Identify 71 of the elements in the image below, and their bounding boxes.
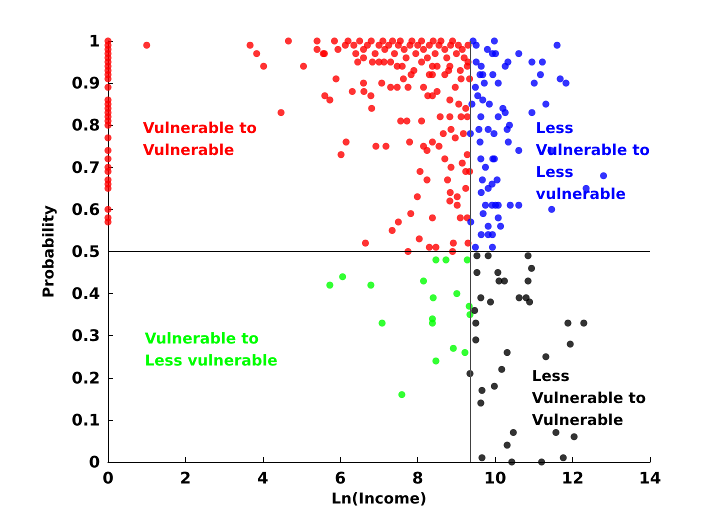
- series-label: Vulnerable to Vulnerable: [142, 118, 257, 159]
- point: [477, 294, 484, 302]
- y-axis-title: Probability: [40, 204, 58, 298]
- point: [516, 294, 523, 302]
- point: [538, 458, 546, 466]
- point: [500, 277, 508, 284]
- point: [428, 320, 436, 327]
- series-label: Less Vulnerable to Vulnerable: [532, 367, 646, 430]
- point: [464, 256, 471, 264]
- point: [494, 269, 502, 276]
- point: [580, 320, 588, 327]
- point: [490, 382, 498, 390]
- point: [432, 256, 440, 264]
- point: [504, 442, 511, 449]
- x-tick-label: 4: [257, 468, 268, 488]
- y-tick-label: 0.7: [72, 158, 100, 177]
- point: [432, 357, 440, 364]
- point: [472, 336, 480, 344]
- point: [524, 277, 532, 284]
- point: [420, 277, 428, 284]
- point: [472, 320, 480, 327]
- y-tick-label: 0.1: [72, 410, 100, 430]
- x-tick-label: 12: [561, 468, 584, 488]
- x-tick-label: 2: [180, 468, 191, 488]
- point: [526, 298, 534, 306]
- point: [564, 320, 572, 327]
- x-tick-label: 8: [412, 468, 424, 488]
- point: [478, 386, 486, 394]
- point: [477, 400, 484, 407]
- y-tick-label: 0.8: [72, 116, 100, 135]
- point: [484, 252, 492, 260]
- y-tick-label: 0.4: [72, 284, 100, 304]
- point: [450, 344, 457, 352]
- point: [367, 282, 374, 289]
- point: [339, 273, 346, 280]
- point: [442, 256, 450, 264]
- point: [378, 320, 386, 327]
- x-tick-label: 14: [638, 468, 662, 488]
- point: [398, 391, 406, 398]
- point: [473, 252, 480, 260]
- point: [498, 366, 506, 373]
- y-tick-label: 0.5: [72, 242, 100, 261]
- point: [508, 458, 516, 466]
- point: [552, 429, 560, 436]
- text: Vulnerable to Less vulnerable: [144, 329, 278, 370]
- y-tick-label: 0.3: [72, 326, 100, 346]
- point: [471, 306, 478, 314]
- y-tick-label: 1: [88, 32, 100, 50]
- point: [478, 454, 486, 462]
- point: [524, 252, 532, 260]
- point: [504, 349, 511, 356]
- x-tick-label: 10: [484, 468, 506, 488]
- point: [510, 429, 517, 436]
- y-tick-label: 0.9: [72, 74, 100, 93]
- point: [473, 269, 480, 276]
- y-tick-label: 0: [88, 452, 100, 472]
- point: [542, 353, 550, 360]
- point: [570, 433, 578, 440]
- x-tick-label: 0: [102, 468, 114, 488]
- y-tick-label: 0.2: [72, 368, 100, 388]
- point: [560, 454, 567, 462]
- point: [430, 294, 437, 302]
- point: [487, 298, 494, 306]
- point: [453, 290, 460, 298]
- point: [528, 264, 536, 272]
- point: [326, 282, 334, 289]
- x-tick-label: 6: [334, 468, 346, 488]
- x-axis-title: Ln(Income): [331, 489, 427, 508]
- point: [566, 340, 574, 348]
- point: [461, 349, 468, 356]
- y-tick-label: 0.6: [72, 200, 100, 219]
